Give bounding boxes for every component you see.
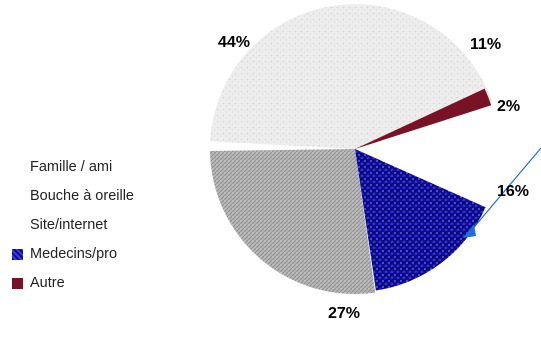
legend-item: Medecins/pro: [10, 245, 170, 264]
legend-label: Famille / ami: [30, 159, 113, 175]
data-label: 16%: [497, 183, 529, 200]
legend-swatch: [12, 249, 23, 260]
pie-slice: [355, 104, 500, 203]
leader-arrow: [463, 224, 476, 238]
data-label: 2%: [497, 98, 520, 115]
legend-label: Autre: [30, 275, 65, 291]
data-label: 27%: [328, 305, 360, 322]
legend-label: Medecins/pro: [30, 246, 118, 262]
pie-slice: [355, 88, 492, 149]
pie-slice: [210, 4, 493, 149]
legend: Famille / ami Bouche à oreille Site/inte…: [10, 158, 170, 293]
legend-label: Bouche à oreille: [30, 188, 134, 204]
pie-slice: [210, 149, 376, 295]
legend-swatch: [12, 278, 23, 289]
legend-item: Autre: [10, 274, 170, 293]
data-label: 44%: [218, 34, 250, 51]
legend-item: Site/internet: [10, 216, 170, 235]
leader-line: [469, 147, 541, 233]
data-label: 11%: [470, 36, 501, 53]
legend-item: Bouche à oreille: [10, 187, 170, 206]
pie-slice: [355, 149, 486, 291]
legend-item: Famille / ami: [10, 158, 170, 177]
legend-label: Site/internet: [30, 217, 108, 233]
